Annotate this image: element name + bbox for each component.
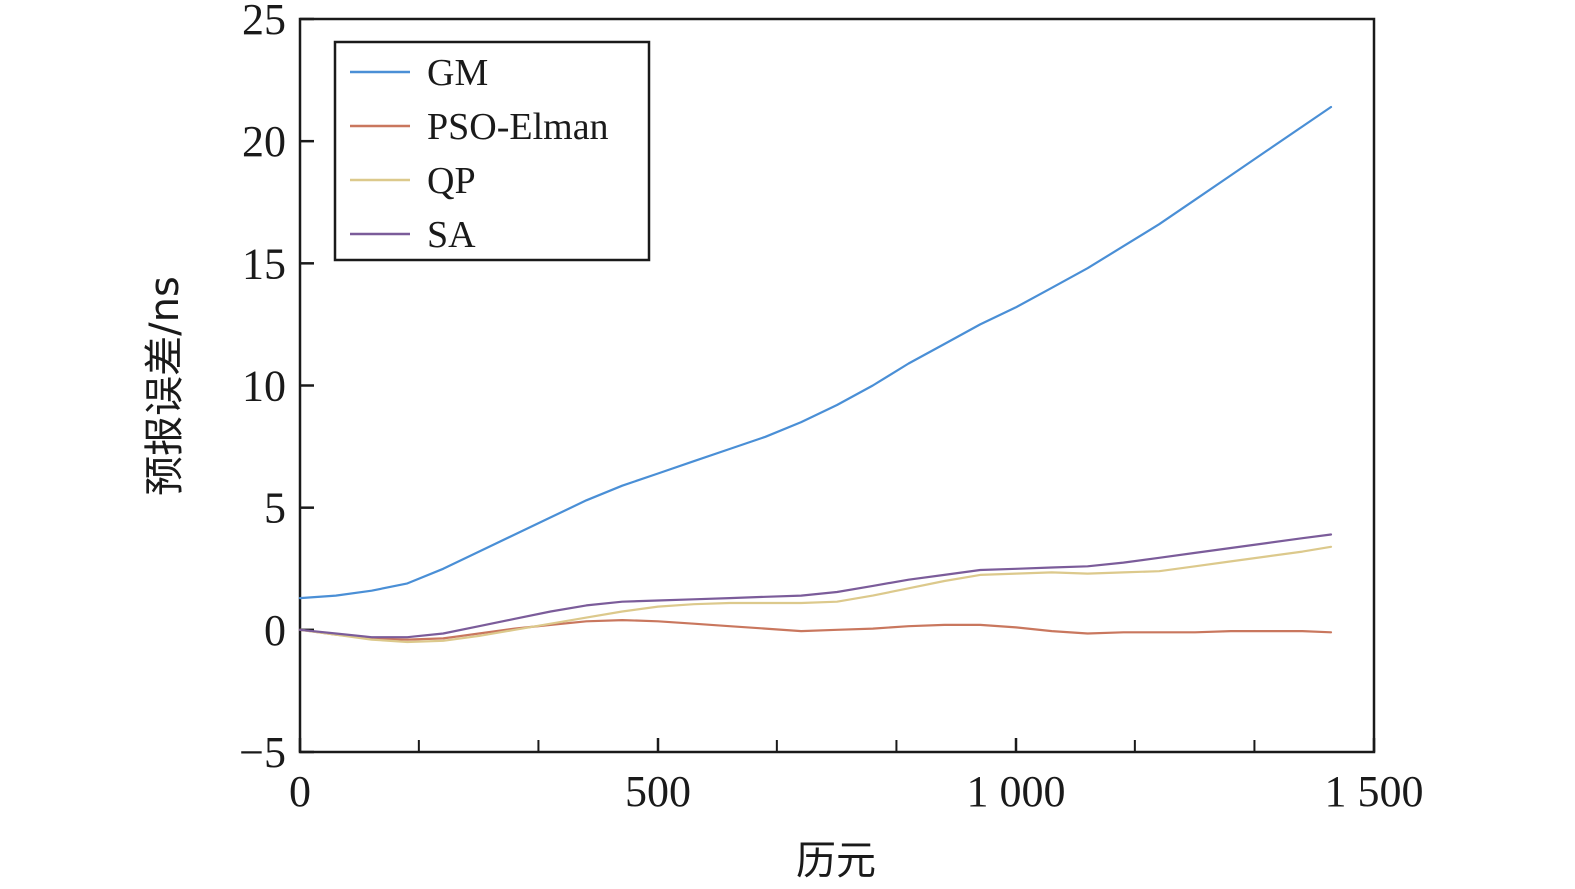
- y-tick-label: −5: [239, 728, 286, 777]
- x-axis-title: 历元: [796, 838, 876, 884]
- y-tick-label: 5: [264, 484, 286, 533]
- legend-label: QP: [427, 160, 476, 202]
- series-line-sa: [298, 533, 1333, 639]
- x-tick-label: 0: [289, 767, 311, 816]
- series-lines: [298, 105, 1333, 644]
- y-tick-label: 15: [242, 239, 286, 288]
- x-tick-label: 1 000: [967, 767, 1066, 816]
- legend-label: SA: [427, 214, 476, 256]
- series-line-qp: [298, 545, 1333, 644]
- y-tick-label: 25: [242, 0, 286, 44]
- series-line-gm: [298, 105, 1333, 600]
- x-tick-label: 500: [625, 767, 691, 816]
- legend-label: GM: [427, 52, 488, 94]
- series-line-pso-elman: [298, 619, 1333, 641]
- y-tick-label: 0: [264, 606, 286, 655]
- x-tick-label: 1 500: [1325, 767, 1424, 816]
- legend-label: PSO-Elman: [427, 106, 609, 148]
- legend-box: [333, 40, 651, 262]
- y-axis-title: 预报误差/ns: [142, 276, 188, 496]
- y-tick-label: 20: [242, 117, 286, 166]
- y-tick-label: 10: [242, 362, 286, 411]
- legend: GM PSO-Elman QP SA: [333, 40, 651, 262]
